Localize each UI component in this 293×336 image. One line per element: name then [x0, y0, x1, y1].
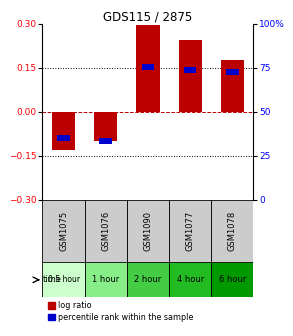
Bar [136, 25, 160, 112]
FancyBboxPatch shape [42, 200, 85, 262]
Text: time: time [43, 275, 62, 284]
Bar [178, 40, 202, 112]
FancyBboxPatch shape [211, 200, 253, 262]
Text: GSM1078: GSM1078 [228, 211, 237, 251]
Text: GSM1076: GSM1076 [101, 211, 110, 251]
Bar [221, 60, 244, 112]
Text: GSM1075: GSM1075 [59, 211, 68, 251]
Text: GSM1090: GSM1090 [144, 211, 152, 251]
Legend: log ratio, percentile rank within the sample: log ratio, percentile rank within the sa… [47, 300, 195, 323]
FancyBboxPatch shape [85, 200, 127, 262]
FancyBboxPatch shape [169, 200, 211, 262]
Text: 2 hour: 2 hour [134, 275, 162, 284]
Bar [226, 69, 239, 75]
FancyBboxPatch shape [42, 262, 85, 297]
FancyBboxPatch shape [127, 262, 169, 297]
Text: 1 hour: 1 hour [92, 275, 120, 284]
Bar [99, 138, 112, 143]
FancyBboxPatch shape [85, 262, 127, 297]
Title: GDS115 / 2875: GDS115 / 2875 [103, 10, 193, 24]
Bar [142, 64, 154, 70]
Bar [57, 135, 70, 140]
FancyBboxPatch shape [211, 262, 253, 297]
Text: 6 hour: 6 hour [219, 275, 246, 284]
Text: GSM1077: GSM1077 [186, 211, 195, 251]
Text: 0.5 hour: 0.5 hour [47, 275, 80, 284]
Text: 4 hour: 4 hour [176, 275, 204, 284]
Bar [52, 112, 75, 150]
FancyBboxPatch shape [169, 262, 211, 297]
Bar [94, 112, 117, 141]
FancyBboxPatch shape [127, 200, 169, 262]
Bar [184, 67, 197, 73]
